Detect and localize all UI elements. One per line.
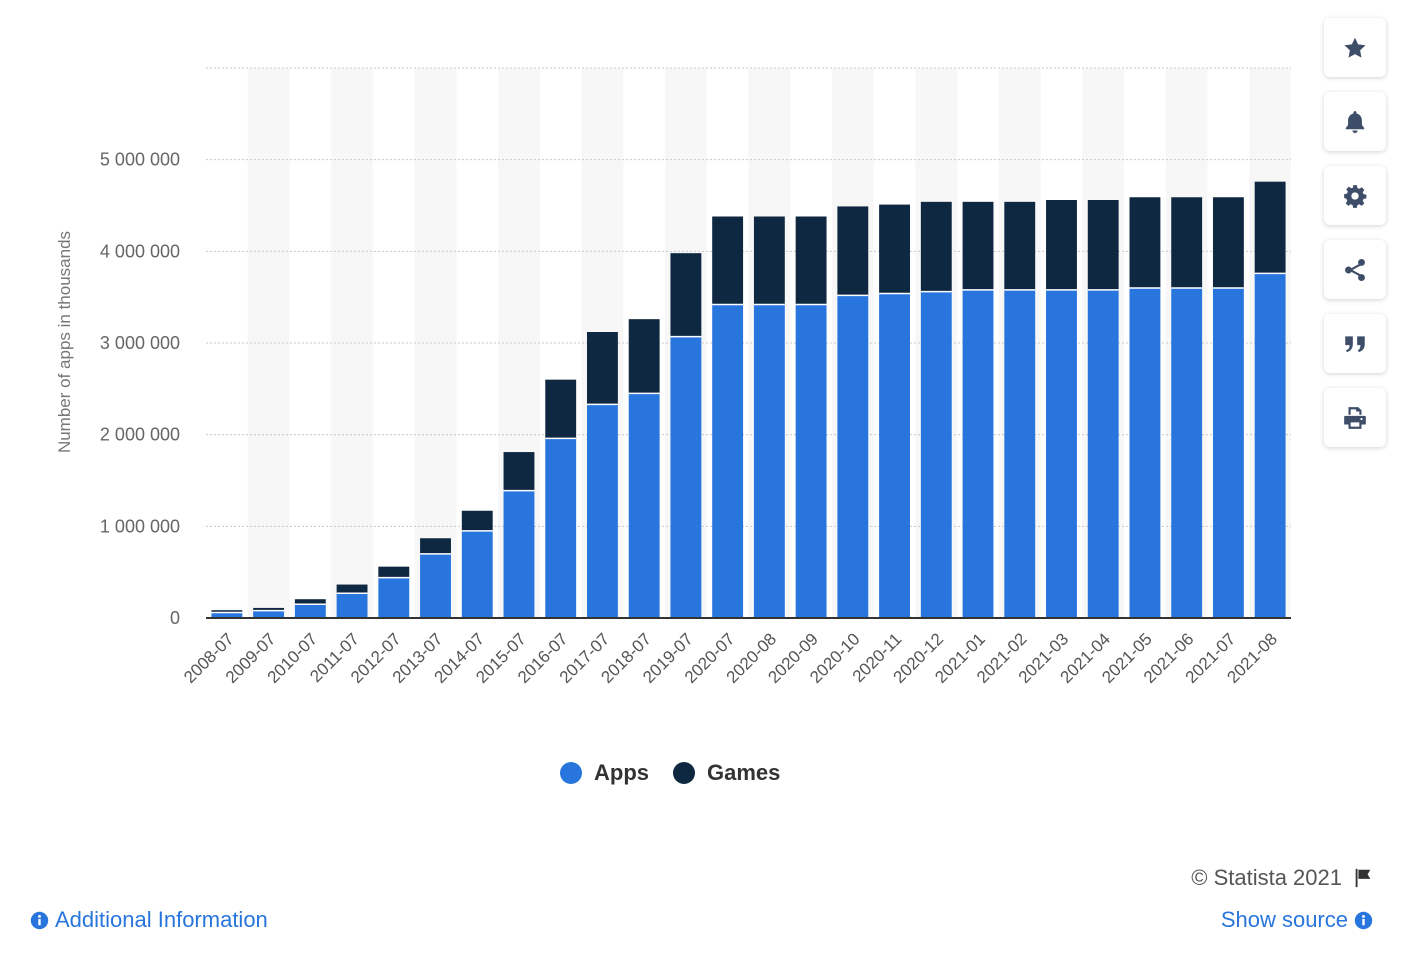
- bar-apps[interactable]: [628, 393, 660, 618]
- additional-information-label: Additional Information: [55, 907, 268, 932]
- legend-label-apps: Apps: [594, 760, 649, 785]
- bar-games[interactable]: [920, 201, 952, 292]
- show-source-link[interactable]: Show source: [1221, 907, 1373, 933]
- y-tick-label: 1 000 000: [100, 516, 180, 536]
- y-tick-label: 2 000 000: [100, 425, 180, 445]
- bar-games[interactable]: [1171, 197, 1203, 288]
- bar-games[interactable]: [670, 253, 702, 337]
- show-source-label: Show source: [1220, 907, 1348, 932]
- share-button[interactable]: [1324, 240, 1386, 299]
- bar-apps[interactable]: [1046, 289, 1077, 618]
- bar-games[interactable]: [503, 452, 535, 491]
- star-icon: [1344, 37, 1366, 58]
- print-button[interactable]: [1324, 388, 1386, 447]
- bar-games[interactable]: [837, 206, 869, 296]
- bar-apps[interactable]: [837, 295, 869, 618]
- bar-games[interactable]: [795, 216, 827, 305]
- bar-apps[interactable]: [879, 293, 910, 619]
- bar-games[interactable]: [545, 379, 577, 439]
- bar-apps[interactable]: [1254, 273, 1286, 618]
- legend-dot-games: [673, 762, 695, 784]
- bar-games[interactable]: [420, 538, 451, 554]
- bar-apps[interactable]: [420, 553, 451, 618]
- bar-games[interactable]: [1046, 200, 1077, 290]
- bell-icon: [1345, 110, 1365, 133]
- bar-games[interactable]: [336, 584, 368, 594]
- bar-games[interactable]: [879, 204, 910, 294]
- bar-games[interactable]: [1212, 197, 1244, 288]
- bar-apps[interactable]: [545, 438, 577, 618]
- bar-apps[interactable]: [1212, 288, 1244, 618]
- legend-dot-apps: [560, 762, 582, 784]
- bar-apps[interactable]: [1129, 288, 1161, 618]
- bar-games[interactable]: [1254, 181, 1286, 274]
- legend: Apps Games: [560, 760, 780, 786]
- share-icon: [1345, 258, 1365, 281]
- bar-apps[interactable]: [1087, 289, 1119, 618]
- y-axis-title: Number of apps in thousands: [55, 231, 74, 453]
- bar-apps[interactable]: [753, 304, 785, 619]
- legend-item-apps[interactable]: Apps: [560, 760, 649, 786]
- y-tick-label: 4 000 000: [100, 241, 180, 261]
- additional-information-link[interactable]: Additional Information: [30, 907, 268, 933]
- bar-apps[interactable]: [461, 530, 493, 618]
- bar-games[interactable]: [1129, 197, 1161, 288]
- bar-apps[interactable]: [795, 304, 827, 619]
- bar-games[interactable]: [962, 201, 994, 290]
- bar-games[interactable]: [1004, 201, 1036, 290]
- bar-games[interactable]: [461, 510, 493, 531]
- bar-apps[interactable]: [378, 577, 410, 618]
- bar-apps[interactable]: [336, 593, 368, 618]
- bar-games[interactable]: [712, 216, 744, 305]
- bar-apps[interactable]: [962, 289, 994, 618]
- bar-games[interactable]: [628, 319, 660, 394]
- bar-games[interactable]: [587, 332, 618, 405]
- bar-apps[interactable]: [211, 612, 243, 619]
- y-tick-label: 3 000 000: [100, 333, 180, 353]
- bar-apps[interactable]: [670, 336, 702, 618]
- favorite-button[interactable]: [1324, 18, 1386, 77]
- print-icon: [1344, 406, 1366, 429]
- bar-games[interactable]: [378, 566, 410, 578]
- bar-games[interactable]: [294, 599, 326, 605]
- bar-games[interactable]: [753, 216, 785, 305]
- bar-apps[interactable]: [294, 604, 326, 618]
- legend-label-games: Games: [707, 760, 781, 785]
- bar-apps[interactable]: [587, 404, 618, 618]
- statista-credit[interactable]: © Statista 2021: [1191, 865, 1374, 891]
- gear-icon: [1344, 184, 1367, 208]
- bar-apps[interactable]: [712, 304, 744, 619]
- chart-toolbar: [1324, 18, 1386, 447]
- info-icon: [1354, 911, 1373, 929]
- cite-button[interactable]: [1324, 314, 1386, 373]
- bar-apps[interactable]: [503, 490, 535, 618]
- notification-button[interactable]: [1324, 92, 1386, 151]
- credit-text: © Statista 2021: [1191, 865, 1342, 890]
- bar-games[interactable]: [1087, 200, 1119, 290]
- bar-apps[interactable]: [920, 291, 952, 618]
- bar-apps[interactable]: [253, 610, 285, 618]
- quote-icon: [1345, 335, 1365, 352]
- y-tick-label: 5 000 000: [100, 150, 180, 170]
- bar-games[interactable]: [253, 607, 285, 611]
- bar-chart: 0 1 000 000 2 000 000 3 000 000 4 000 000 5 0…: [55, 67, 1291, 687]
- bar-apps[interactable]: [1171, 288, 1203, 618]
- info-icon: [30, 911, 49, 929]
- settings-button[interactable]: [1324, 166, 1386, 225]
- bar-apps[interactable]: [1004, 289, 1036, 618]
- y-tick-label: 0: [170, 608, 180, 628]
- flag-icon: [1355, 868, 1371, 888]
- bar-games[interactable]: [211, 610, 243, 613]
- legend-item-games[interactable]: Games: [673, 760, 780, 786]
